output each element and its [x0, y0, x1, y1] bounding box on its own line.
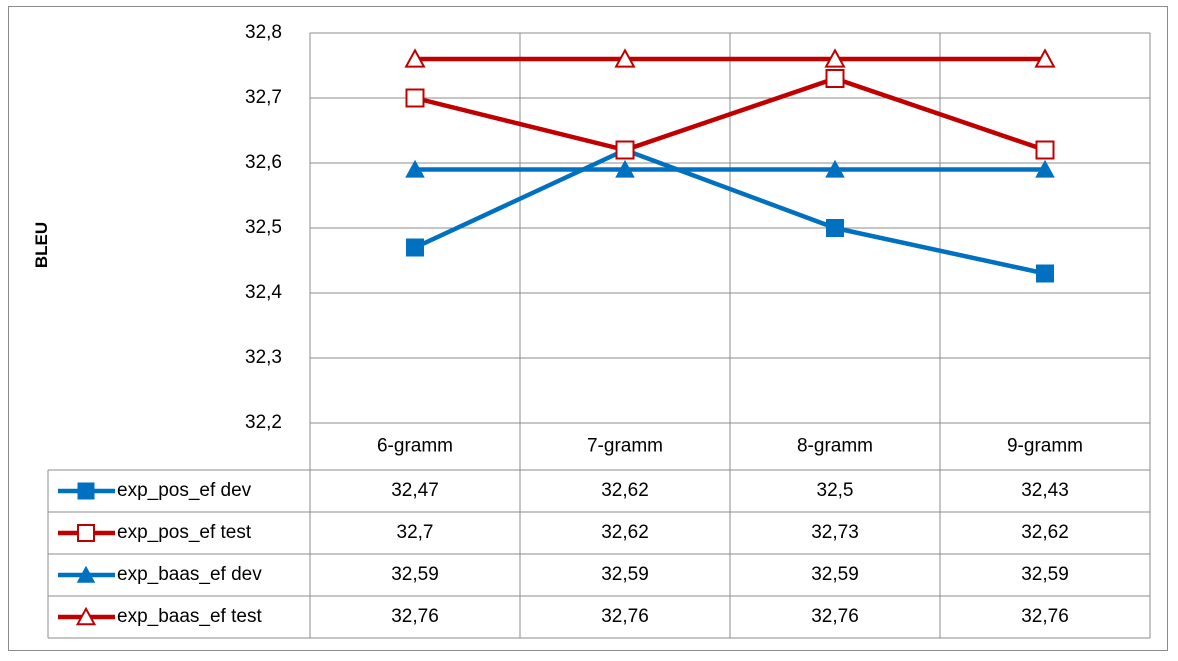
- data-table-cell: 32,59: [811, 564, 859, 585]
- data-table-cell: 32,62: [1021, 522, 1069, 543]
- data-table-cell: 32,76: [601, 606, 649, 627]
- legend-key-marker: [77, 482, 95, 500]
- y-tick-label: 32,4: [245, 282, 282, 303]
- data-table-cell: 32,59: [391, 564, 439, 585]
- data-table-cell: 32,76: [1021, 606, 1069, 627]
- legend-key-marker: [75, 606, 97, 626]
- series-2-point: [825, 69, 845, 88]
- legend-series-name: exp_baas_ef test: [117, 606, 262, 627]
- y-tick-label: 32,3: [245, 347, 282, 368]
- legend-series-name: exp_baas_ef dev: [117, 564, 262, 585]
- legend-key-marker: [76, 565, 96, 583]
- data-table-cell: 32,43: [1021, 480, 1069, 501]
- data-table-cell: 32,73: [811, 522, 859, 543]
- series-2-point: [1035, 140, 1055, 160]
- legend-key-marker: [77, 524, 95, 542]
- series-4-point: [824, 48, 846, 68]
- y-tick-label: 32,5: [245, 217, 282, 238]
- x-category-label: 8-gramm: [797, 436, 873, 457]
- series-4-point: [614, 48, 636, 68]
- x-category-label: 6-gramm: [377, 436, 453, 457]
- series-line-2: [414, 76, 1046, 153]
- data-table-cell: 32,76: [811, 606, 859, 627]
- data-table-cell: 32,47: [391, 480, 439, 501]
- series-2-point: [615, 140, 635, 160]
- legend-series-name: exp_pos_ef dev: [117, 480, 252, 501]
- series-4-point: [1034, 48, 1056, 68]
- series-2-point: [405, 88, 425, 108]
- data-table-cell: 32,5: [817, 480, 854, 501]
- series-3-point: [405, 159, 425, 178]
- data-table-cell: 32,62: [601, 522, 649, 543]
- series-4-point: [404, 48, 426, 68]
- legend-series-name: exp_pos_ef test: [117, 522, 252, 543]
- data-table-cell: 32,62: [601, 480, 649, 501]
- y-tick-label: 32,6: [245, 152, 282, 173]
- series-1-point: [1036, 264, 1054, 283]
- y-tick-label: 32,2: [245, 412, 282, 433]
- y-tick-label: 32,8: [245, 22, 282, 43]
- x-category-label: 9-gramm: [1007, 436, 1083, 457]
- y-tick-label: 32,7: [245, 87, 282, 108]
- series-line-1: [414, 147, 1046, 276]
- data-table-cell: 32,7: [397, 522, 434, 543]
- data-table-cell: 32,59: [601, 564, 649, 585]
- series-3-point: [1035, 159, 1055, 178]
- chart-frame: [8, 6, 1168, 651]
- data-table-cell: 32,76: [391, 606, 439, 627]
- series-1-point: [406, 238, 424, 257]
- data-table-cell: 32,59: [1021, 564, 1069, 585]
- series-3-point: [825, 159, 845, 178]
- series-1-point: [826, 219, 844, 237]
- x-category-label: 7-gramm: [587, 436, 663, 457]
- series-3-point: [615, 159, 635, 178]
